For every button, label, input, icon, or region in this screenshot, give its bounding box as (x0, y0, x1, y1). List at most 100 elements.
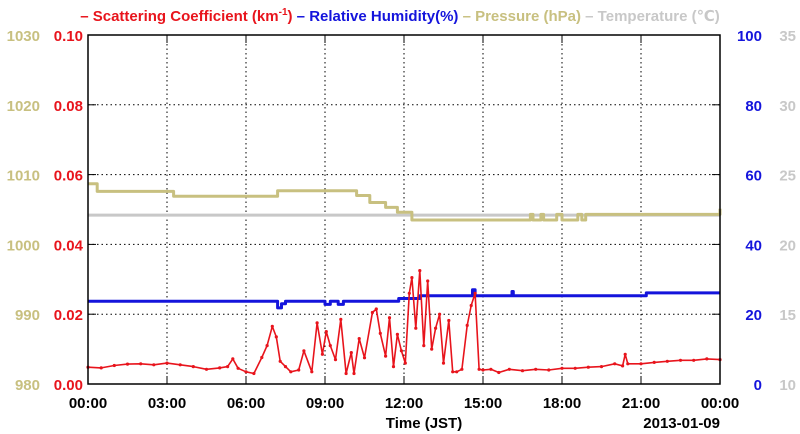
data-point (178, 363, 182, 367)
data-point (244, 370, 248, 374)
humidity-tick-label: 100 (737, 28, 762, 45)
data-point (621, 364, 625, 368)
x-tick-label: 12:00 (385, 395, 423, 412)
scattering-tick-label: 0.10 (54, 28, 83, 45)
x-axis: 00:00 03:00 06:00 09:00 12:00 15:00 18:00 21:00… (69, 35, 739, 412)
data-point (403, 361, 407, 365)
legend: – Scattering Coefficient (km-1) – Relati… (80, 7, 720, 25)
data-point (339, 317, 343, 321)
legend-label-scat: Scattering Coefficient (km (93, 8, 279, 25)
series-line-pres (88, 182, 722, 222)
data-point (297, 368, 301, 372)
data-point (434, 326, 438, 330)
x-tick-label: 00:00 (701, 395, 739, 412)
humidity-tick-label: 20 (745, 307, 762, 324)
scattering-tick-label: 0.06 (54, 168, 83, 185)
legend-sup-scat: -1 (279, 7, 288, 18)
data-point (349, 351, 353, 355)
data-point (260, 355, 264, 360)
legend-label-temp: Temperature ( (598, 8, 697, 25)
x-axis-label: Time (JST) (386, 415, 462, 432)
data-point (623, 352, 627, 356)
data-point (99, 366, 103, 370)
humidity-tick-label: 60 (745, 168, 762, 185)
temperature-tick-label: 15 (779, 307, 796, 324)
pressure-tick-label: 990 (15, 307, 40, 324)
data-point (226, 365, 230, 369)
legend-marker-pres: – (458, 8, 475, 25)
data-point (252, 371, 256, 376)
data-point (407, 291, 411, 295)
data-point (344, 371, 348, 376)
data-point (320, 352, 324, 356)
data-point (426, 279, 430, 283)
data-point (613, 362, 617, 366)
data-point (152, 363, 156, 367)
data-point (665, 359, 669, 363)
data-point (204, 367, 209, 371)
scattering-tick-label: 0.04 (54, 237, 84, 254)
pressure-tick-label: 980 (15, 377, 40, 394)
data-point (352, 371, 356, 376)
temperature-tick-label: 25 (779, 168, 796, 185)
data-point (112, 363, 116, 368)
humidity-tick-label: 0 (754, 377, 762, 394)
data-point (231, 357, 235, 361)
data-point (362, 356, 367, 360)
pressure-tick-label: 1030 (7, 28, 40, 45)
x-tick-label: 18:00 (543, 395, 581, 412)
data-point (430, 347, 434, 351)
data-point (534, 367, 538, 371)
scattering-tick-label: 0.08 (54, 98, 83, 115)
data-point (289, 370, 293, 374)
series-layer (86, 182, 722, 376)
data-point (447, 318, 451, 323)
x-tick-label: 15:00 (464, 395, 502, 412)
x-tick-label: 03:00 (148, 395, 186, 412)
data-point (270, 324, 274, 328)
data-point (652, 360, 656, 364)
data-point (418, 269, 422, 273)
data-point (218, 366, 222, 370)
date-label: 2013-01-09 (643, 415, 720, 432)
x-tick-label: 06:00 (227, 395, 265, 412)
data-point (455, 370, 459, 374)
data-point (191, 365, 195, 369)
data-point (469, 303, 473, 308)
data-point (274, 335, 278, 339)
data-point (465, 323, 469, 327)
data-point (438, 312, 442, 316)
temperature-tick-label: 30 (779, 98, 796, 115)
data-point (489, 367, 493, 371)
legend-suffix-temp: ℃) (697, 8, 720, 25)
plot-frame (87, 34, 721, 385)
data-point (678, 358, 683, 362)
scattering-tick-label: 0.02 (54, 307, 83, 324)
humidity-tick-label: 80 (745, 98, 762, 115)
data-point (265, 344, 269, 348)
data-point (374, 307, 378, 311)
data-point (599, 365, 604, 369)
data-point (422, 344, 426, 348)
data-point (626, 362, 630, 366)
data-point (165, 361, 169, 365)
temperature-tick-label: 20 (779, 237, 796, 254)
data-point (451, 370, 455, 374)
data-point (441, 361, 446, 365)
legend-suffix-scat: ) (288, 8, 293, 25)
data-point (586, 365, 590, 369)
pressure-tick-label: 1000 (7, 237, 40, 254)
data-point (333, 358, 338, 362)
x-tick-label: 21:00 (622, 395, 660, 412)
data-point (328, 344, 332, 348)
legend-text: – Scattering Coefficient (km-1) – Relati… (80, 7, 720, 25)
data-point (692, 358, 696, 362)
data-point (639, 362, 643, 366)
legend-marker-rh: – (293, 8, 310, 25)
data-point (547, 368, 551, 372)
series-line-scat (87, 269, 721, 375)
legend-label-rh: Relative Humidity(%) (309, 8, 458, 25)
temperature-tick-label: 35 (779, 28, 796, 45)
data-point (520, 369, 525, 373)
